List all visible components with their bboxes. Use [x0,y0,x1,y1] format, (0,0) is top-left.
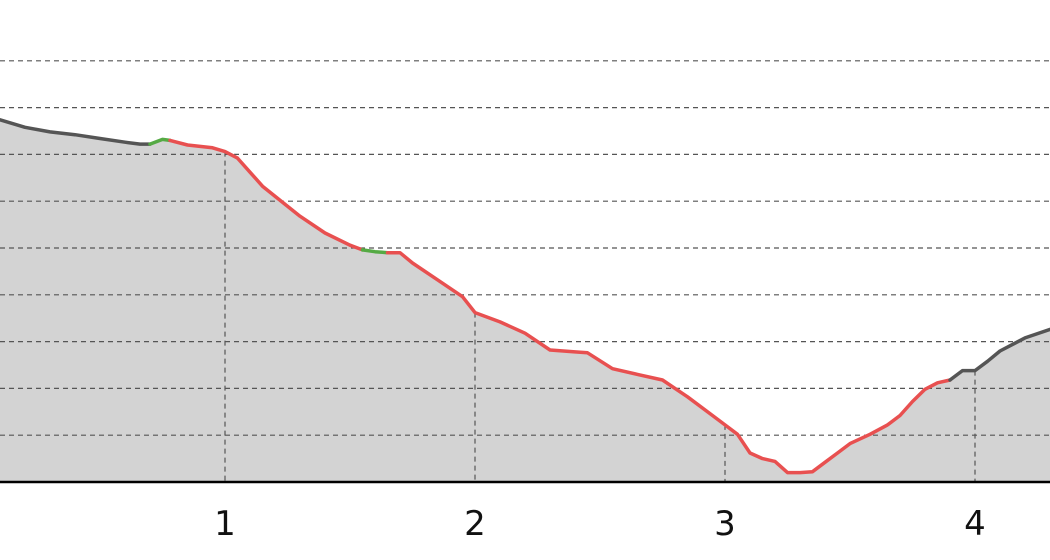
series-segment-line [148,137,172,146]
grid-layer [0,60,1050,482]
x-tick-label: 2 [464,504,486,544]
series-segment-line [360,248,390,255]
x-tick-label: 1 [214,504,236,544]
series-segment-line [0,118,152,146]
series-segment-line [385,250,952,475]
axis-layer: 1 2 3 4 [0,480,1050,544]
series-segment-line [948,327,1050,382]
area-layer [0,119,1050,483]
x-tick-label: 3 [714,504,736,544]
elevation-area-fill [0,119,1050,483]
series-segment-line [168,138,365,252]
line-layer [0,118,1050,475]
x-tick-label: 4 [964,504,986,544]
